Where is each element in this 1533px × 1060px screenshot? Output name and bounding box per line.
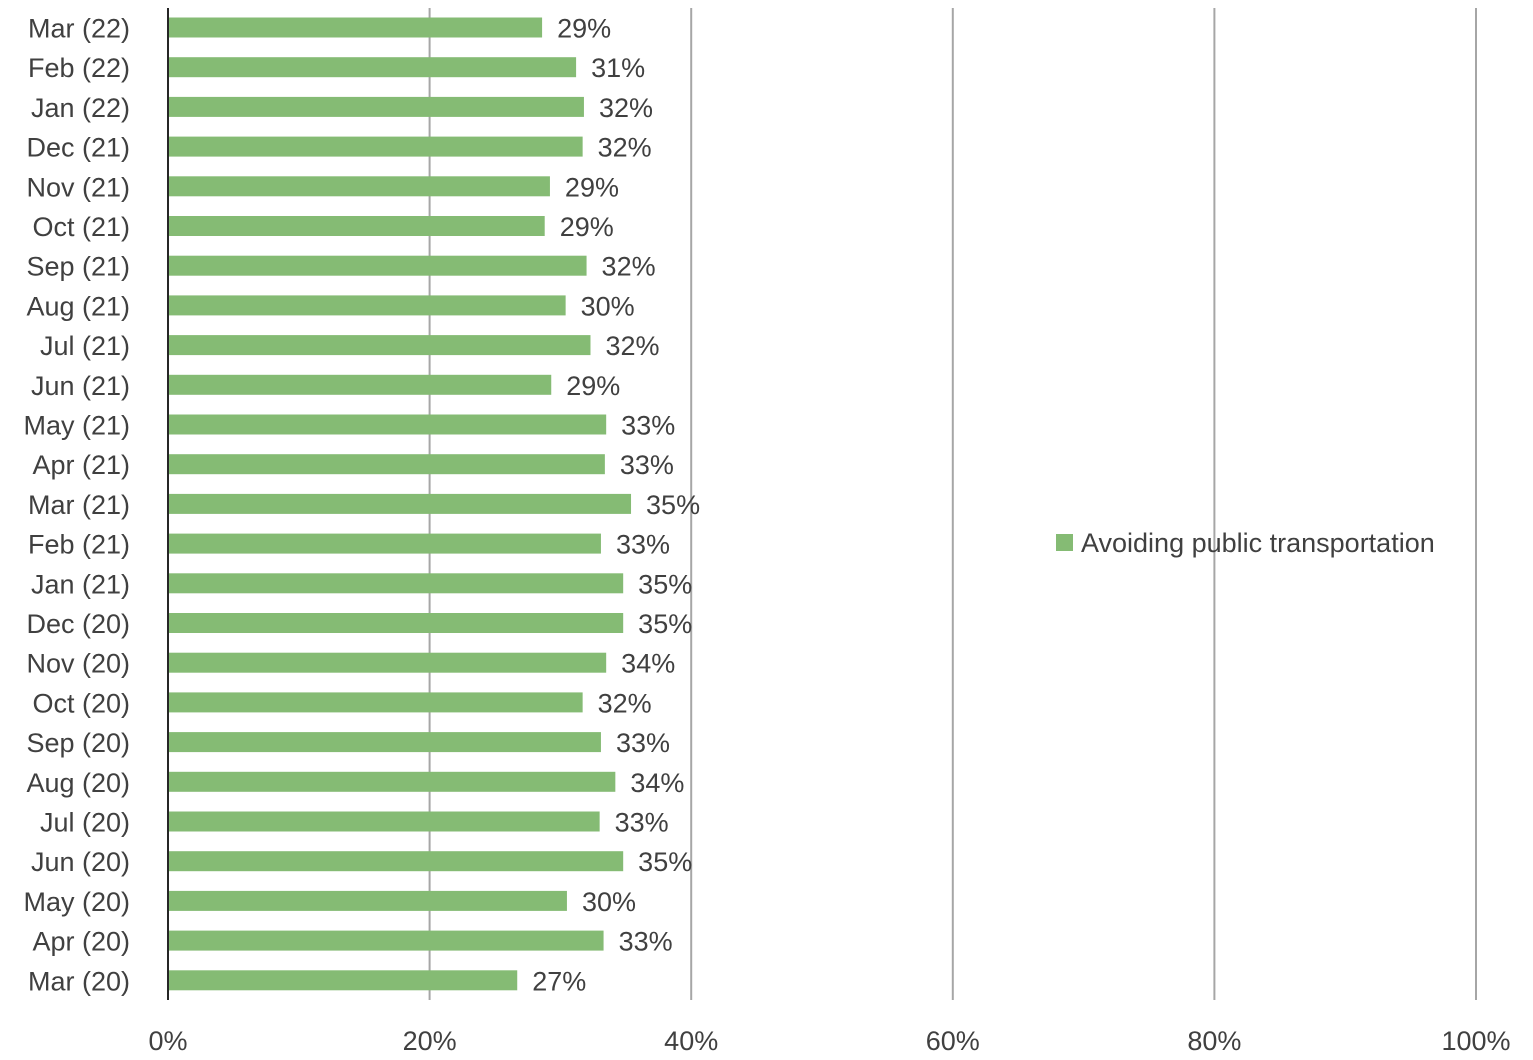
x-tick-label: 20% — [403, 1026, 457, 1055]
y-tick-label: Jul (21) — [40, 331, 130, 361]
bar — [168, 335, 591, 356]
data-label: 32% — [602, 252, 656, 282]
data-label: 31% — [591, 53, 645, 83]
y-tick-label: Dec (21) — [26, 133, 130, 163]
legend-label: Avoiding public transportation — [1081, 528, 1435, 558]
bar — [168, 811, 600, 832]
x-tick-label: 80% — [1187, 1026, 1241, 1055]
bar — [168, 493, 632, 514]
bar — [168, 17, 543, 38]
bar — [168, 374, 552, 395]
bar — [168, 573, 624, 594]
y-tick-label: Apr (21) — [32, 450, 130, 480]
y-tick-label: Sep (20) — [26, 728, 130, 758]
y-tick-label: Sep (21) — [26, 252, 130, 282]
data-label: 32% — [599, 93, 653, 123]
y-tick-label: Dec (20) — [26, 609, 130, 639]
bar — [168, 533, 601, 554]
bar — [168, 652, 607, 673]
bar — [168, 57, 577, 78]
y-tick-label: Oct (21) — [32, 212, 130, 242]
y-tick-label: Nov (21) — [26, 172, 130, 202]
data-label: 34% — [621, 649, 675, 679]
y-tick-label: Apr (20) — [32, 927, 130, 957]
bar — [168, 96, 584, 117]
data-label: 30% — [582, 887, 636, 917]
y-tick-label: Aug (20) — [26, 768, 130, 798]
data-label: 33% — [619, 927, 673, 957]
y-tick-label: Mar (22) — [28, 14, 130, 44]
y-tick-label: Feb (21) — [28, 530, 130, 560]
x-tick-label: 60% — [926, 1026, 980, 1055]
bar — [168, 851, 624, 872]
bar — [168, 692, 583, 713]
bar — [168, 930, 604, 951]
data-label: 30% — [581, 291, 635, 321]
x-tick-label: 40% — [664, 1026, 718, 1055]
y-tick-label: May (21) — [23, 411, 130, 441]
data-label: 32% — [598, 688, 652, 718]
bar — [168, 216, 545, 236]
y-tick-label: Jan (21) — [31, 569, 130, 599]
bar — [168, 613, 624, 633]
data-label: 29% — [557, 14, 611, 44]
bar — [168, 454, 605, 475]
data-label: 29% — [566, 371, 620, 401]
y-tick-label: Mar (20) — [28, 966, 130, 996]
y-tick-label: Nov (20) — [26, 649, 130, 679]
labels: Mar (22) 29% Feb (22) 31% Jan (22) 32% Dec (21… — [23, 14, 700, 997]
data-label: 33% — [621, 411, 675, 441]
legend: Avoiding public transportation — [1056, 528, 1435, 558]
data-label: 35% — [646, 490, 700, 520]
y-tick-label: Jan (22) — [31, 93, 130, 123]
bar — [168, 970, 518, 991]
gridlines — [428, 8, 1477, 1000]
bar — [168, 136, 583, 157]
bar — [168, 771, 616, 792]
x-tick-label: 100% — [1441, 1026, 1510, 1055]
x-tick-label: 0% — [148, 1026, 187, 1055]
bar — [168, 255, 587, 276]
y-tick-label: Jun (21) — [31, 371, 130, 401]
bars — [168, 17, 632, 991]
y-tick-label: Feb (22) — [28, 53, 130, 83]
data-label: 33% — [615, 808, 669, 838]
bar — [168, 295, 566, 316]
data-label: 27% — [532, 966, 586, 996]
legend-swatch — [1056, 534, 1073, 551]
data-label: 32% — [605, 331, 659, 361]
y-tick-label: Jul (20) — [40, 808, 130, 838]
data-label: 29% — [565, 172, 619, 202]
data-label: 33% — [620, 450, 674, 480]
data-label: 33% — [616, 728, 670, 758]
axes: 0% 20% 40% 60% 80% 100% — [148, 8, 1511, 1056]
bar — [168, 414, 607, 435]
y-tick-label: Oct (20) — [32, 688, 130, 718]
y-tick-label: May (20) — [23, 887, 130, 917]
data-label: 35% — [638, 609, 692, 639]
data-label: 29% — [560, 212, 614, 242]
bar — [168, 890, 567, 911]
data-label: 32% — [598, 133, 652, 163]
data-label: 33% — [616, 530, 670, 560]
y-tick-label: Jun (20) — [31, 847, 130, 877]
data-label: 35% — [638, 847, 692, 877]
bar — [168, 176, 550, 197]
y-tick-label: Mar (21) — [28, 490, 130, 520]
y-tick-label: Aug (21) — [26, 291, 130, 321]
data-label: 35% — [638, 569, 692, 599]
bar — [168, 732, 601, 753]
data-label: 34% — [630, 768, 684, 798]
